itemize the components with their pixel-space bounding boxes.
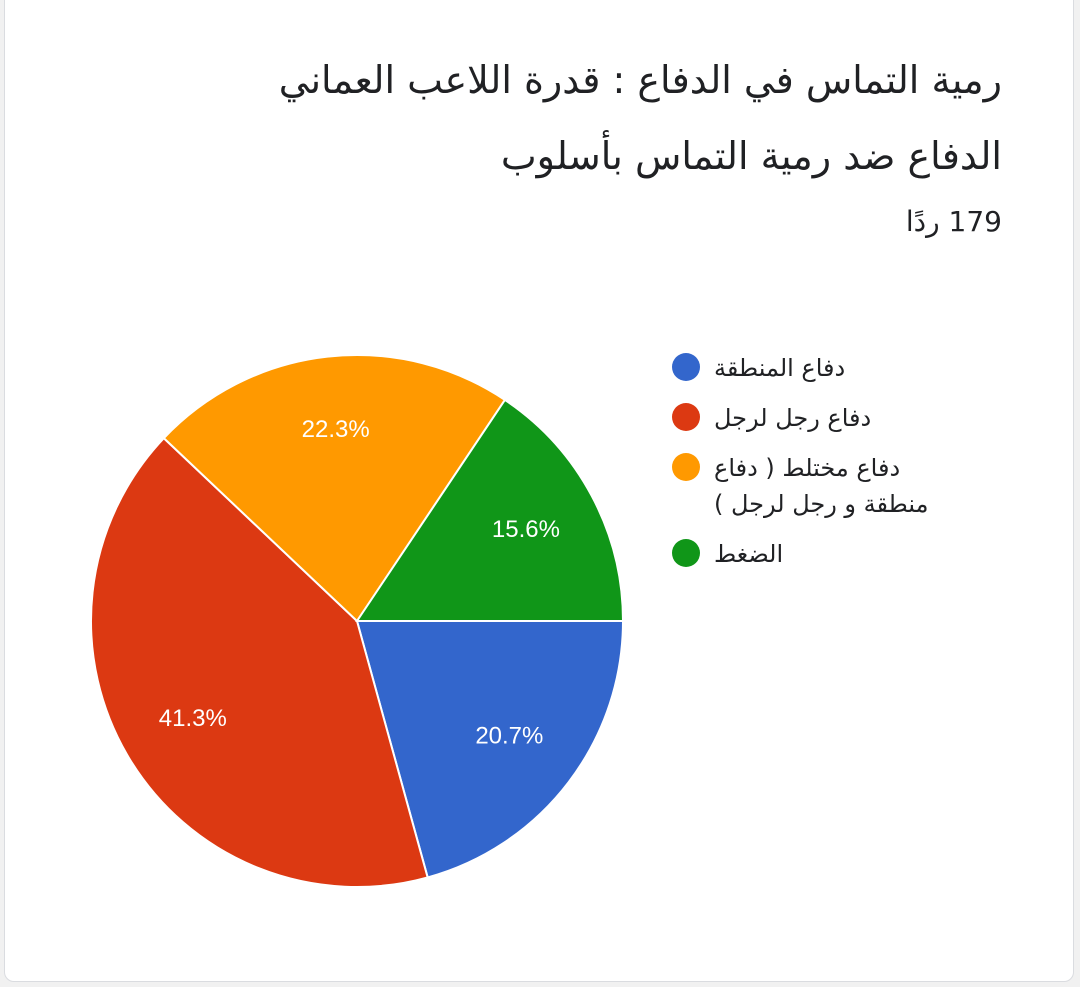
chart-title: رمية التماس في الدفاع : قدرة اللاعب العم… xyxy=(278,58,1002,178)
slice-label: 41.3% xyxy=(159,705,227,732)
pie-slice xyxy=(90,436,429,888)
legend-swatch xyxy=(672,539,700,567)
legend-item: دفاع مختلط ( دفاع منطقة و رجل لرجل ) xyxy=(672,450,972,522)
response-count: 179 ردًا xyxy=(905,205,1002,238)
legend-item: دفاع المنطقة xyxy=(672,350,972,386)
legend-label: الضغط xyxy=(714,540,784,568)
legend-label: دفاع مختلط ( دفاع منطقة و رجل لرجل ) xyxy=(714,454,929,518)
legend-item: دفاع رجل لرجل xyxy=(672,400,972,436)
legend-swatch xyxy=(672,353,700,381)
slice-label: 20.7% xyxy=(475,722,543,749)
legend-item: الضغط xyxy=(672,536,972,572)
legend-swatch xyxy=(672,453,700,481)
slice-label: 22.3% xyxy=(302,416,370,443)
legend-swatch xyxy=(672,403,700,431)
pie-slice xyxy=(355,620,625,879)
legend-label: دفاع المنطقة xyxy=(714,354,846,382)
slice-label: 15.6% xyxy=(492,516,560,543)
pie-slice xyxy=(162,354,507,623)
pie-slice xyxy=(355,398,625,622)
legend-label: دفاع رجل لرجل xyxy=(714,404,872,432)
legend: دفاع المنطقة دفاع رجل لرجل دفاع مختلط ( دف… xyxy=(672,350,972,586)
